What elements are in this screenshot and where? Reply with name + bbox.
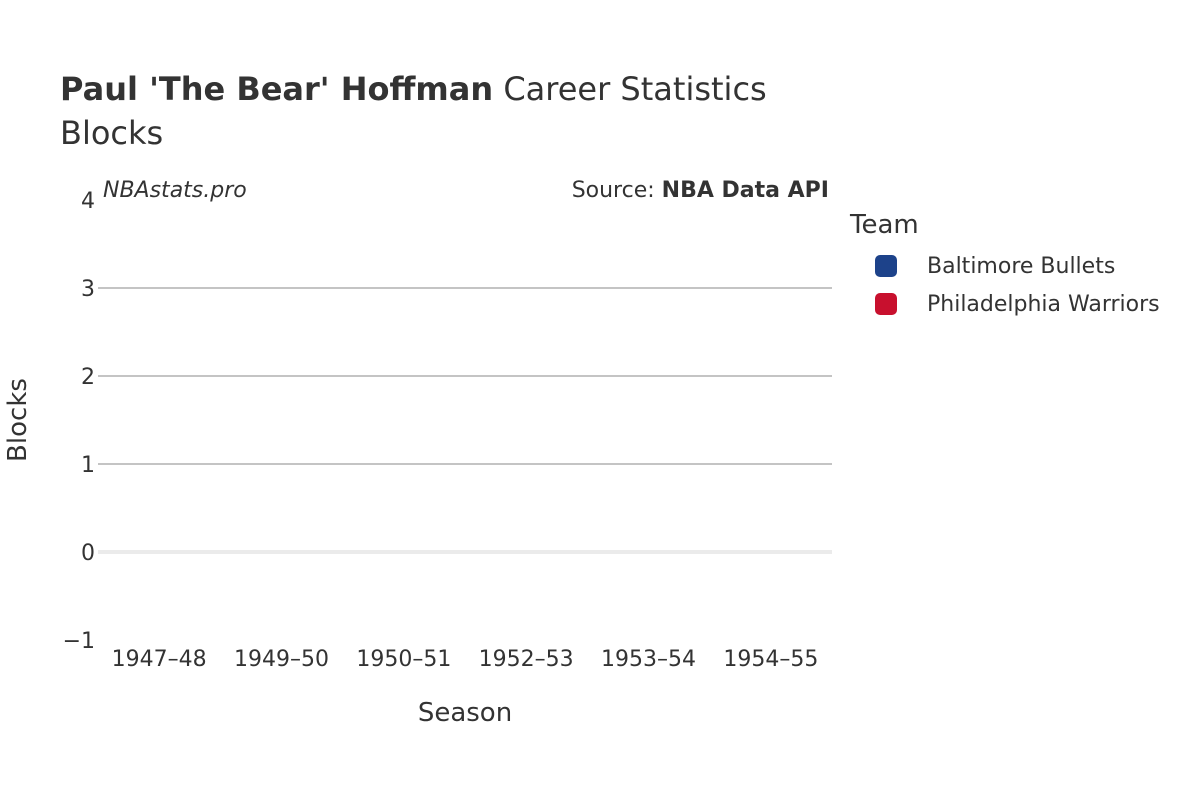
x-tick-label: 1952–53 (479, 647, 574, 672)
y-tick-label: 1 (81, 453, 95, 478)
legend-label: Philadelphia Warriors (927, 291, 1160, 317)
legend-swatch-baltimore-bullets (875, 255, 897, 277)
chart-subtitle: Blocks (60, 114, 164, 152)
source-credit: Source: NBA Data API (572, 178, 829, 203)
source-name: NBA Data API (661, 178, 829, 203)
legend-label: Baltimore Bullets (927, 253, 1116, 279)
legend-item-philadelphia-warriors[interactable]: Philadelphia Warriors (875, 291, 1160, 317)
y-tick-label: 0 (81, 541, 95, 566)
y-tick-label: 2 (81, 365, 95, 390)
legend-title: Team (850, 210, 919, 240)
y-tick-label: 4 (81, 189, 95, 214)
source-prefix: Source: (571, 178, 662, 203)
chart-title: Paul 'The Bear' Hoffman Career Statistic… (60, 68, 767, 110)
x-tick-label: 1954–55 (723, 647, 818, 672)
y-tick-label: 3 (81, 277, 95, 302)
chart-title-rest: Career Statistics (493, 70, 767, 108)
x-tick-label: 1949–50 (234, 647, 329, 672)
x-tick-label: 1953–54 (601, 647, 696, 672)
x-axis-title: Season (418, 698, 512, 728)
legend-swatch-philadelphia-warriors (875, 293, 897, 315)
chart-title-player: Paul 'The Bear' Hoffman (60, 70, 494, 108)
watermark: NBAstats.pro (103, 178, 247, 203)
x-tick-label: 1947–48 (112, 647, 207, 672)
x-tick-label: 1950–51 (356, 647, 451, 672)
y-axis-title: Blocks (3, 378, 33, 462)
legend-item-baltimore-bullets[interactable]: Baltimore Bullets (875, 253, 1115, 279)
y-tick-label: −1 (63, 629, 95, 654)
